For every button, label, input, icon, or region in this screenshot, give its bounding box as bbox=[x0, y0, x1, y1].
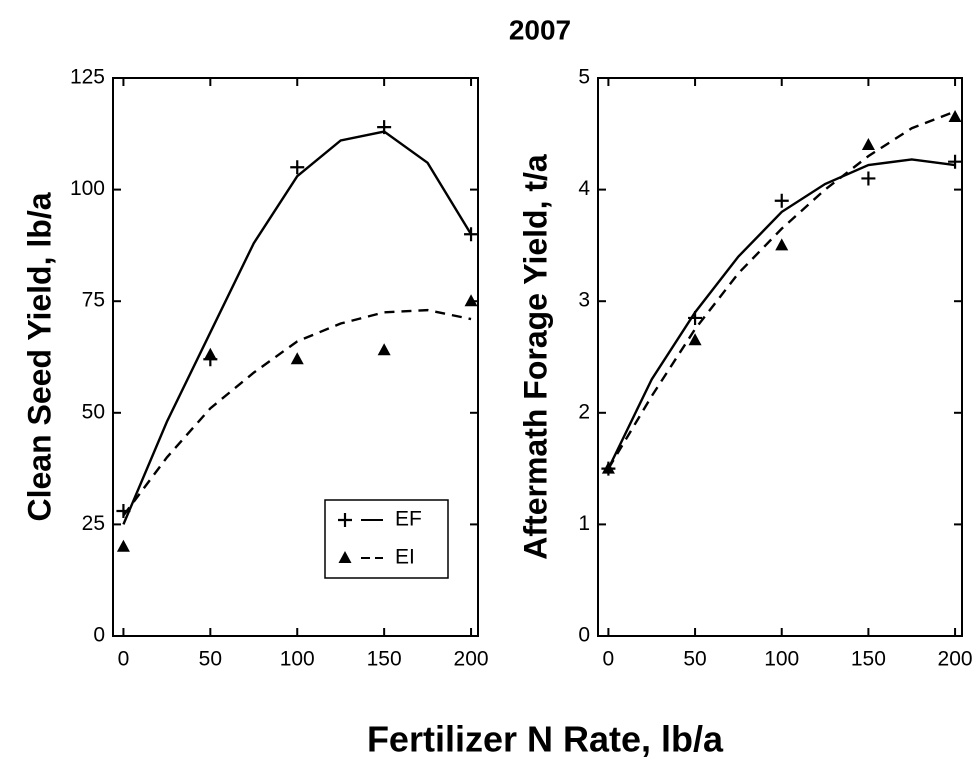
data-point bbox=[861, 137, 875, 150]
legend: EF EI bbox=[324, 499, 449, 579]
fit-curve bbox=[122, 130, 473, 525]
data-point bbox=[601, 461, 615, 474]
x-tick-label: 100 bbox=[280, 648, 315, 671]
data-point bbox=[377, 343, 391, 356]
data-point bbox=[775, 238, 789, 251]
data-point bbox=[116, 504, 131, 519]
y-tick-label: 0 bbox=[578, 624, 590, 647]
x-tick-label: 0 bbox=[603, 648, 615, 671]
data-point bbox=[861, 171, 876, 186]
x-tick-label: 150 bbox=[367, 648, 402, 671]
x-tick-label: 100 bbox=[764, 648, 799, 671]
y-tick-label: 75 bbox=[82, 289, 105, 312]
data-point bbox=[688, 310, 703, 325]
legend-label: EF bbox=[395, 508, 422, 531]
data-point bbox=[116, 539, 130, 552]
legend-marker bbox=[338, 513, 352, 527]
data-point bbox=[290, 352, 304, 365]
x-axis-title: Fertilizer N Rate, lb/a bbox=[367, 719, 724, 760]
x-tick-label: 50 bbox=[683, 648, 706, 671]
fit-curve bbox=[607, 110, 956, 470]
x-tick-label: 200 bbox=[938, 648, 973, 671]
fit-curve bbox=[122, 308, 472, 517]
y-axis-title: Clean Seed Yield, lb/a bbox=[21, 192, 57, 521]
y-tick-label: 5 bbox=[578, 66, 590, 89]
data-point bbox=[203, 347, 217, 360]
data-point bbox=[377, 120, 392, 135]
y-tick-label: 1 bbox=[578, 512, 590, 535]
x-tick-label: 200 bbox=[454, 648, 489, 671]
legend-label: EI bbox=[395, 546, 415, 569]
data-point bbox=[774, 193, 789, 208]
y-axis-title: Aftermath Forage Yield, t/a bbox=[517, 154, 553, 560]
legend-box bbox=[324, 499, 449, 579]
fit-curve bbox=[607, 158, 956, 470]
data-point bbox=[688, 333, 702, 346]
data-point bbox=[948, 154, 963, 169]
legend-marker bbox=[338, 551, 352, 563]
data-point bbox=[464, 294, 478, 307]
x-tick-label: 50 bbox=[199, 648, 222, 671]
data-point bbox=[464, 227, 479, 242]
x-tick-label: 0 bbox=[118, 648, 130, 671]
y-tick-label: 2 bbox=[578, 400, 590, 423]
plot-frame bbox=[597, 77, 963, 637]
y-tick-label: 3 bbox=[578, 289, 590, 312]
y-tick-label: 25 bbox=[82, 512, 105, 535]
y-tick-label: 125 bbox=[70, 66, 105, 89]
data-point bbox=[290, 160, 305, 175]
data-point bbox=[948, 110, 962, 123]
plot-frame bbox=[112, 77, 479, 637]
y-tick-label: 0 bbox=[93, 624, 105, 647]
y-tick-label: 100 bbox=[70, 177, 105, 200]
x-tick-label: 150 bbox=[851, 648, 886, 671]
figure-title: 2007 bbox=[509, 14, 571, 45]
y-tick-label: 4 bbox=[578, 177, 590, 200]
y-tick-label: 50 bbox=[82, 400, 105, 423]
